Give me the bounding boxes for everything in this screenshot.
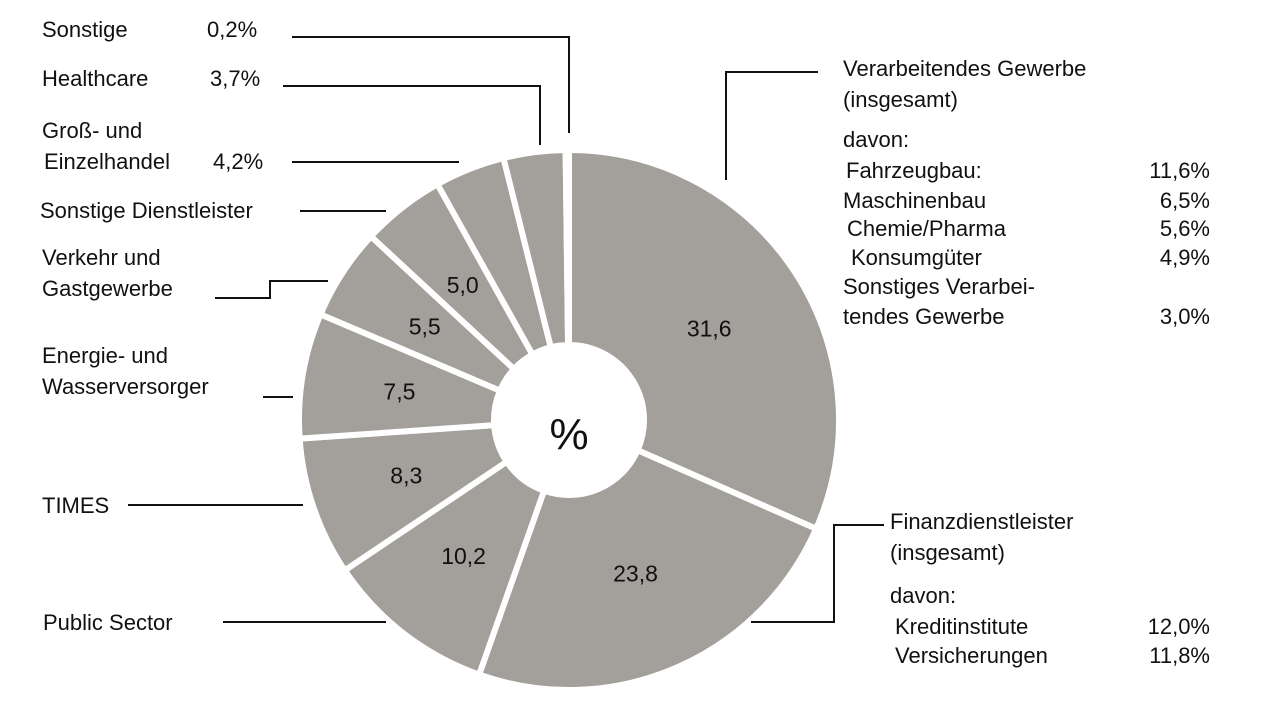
donut-slice — [562, 146, 572, 349]
annotation-healthcare-value: 3,7% — [210, 66, 260, 91]
donut-slice — [566, 147, 842, 532]
slice-value-label: 31,6 — [687, 316, 732, 342]
leader-line-verarbeitendes — [725, 71, 818, 180]
annotation-healthcare-label: Healthcare — [42, 66, 148, 91]
verarbeitendes-item-value: 5,6% — [1160, 216, 1210, 241]
annotation-finanz-davon: davon: — [890, 583, 956, 608]
annotation-times-label: TIMES — [42, 493, 109, 518]
annotation-dienstleister-label: Sonstige Dienstleister — [40, 198, 253, 223]
leader-line-finanz — [751, 524, 884, 623]
donut-slice — [476, 447, 820, 693]
finanz-item-value: 12,0% — [1148, 614, 1210, 639]
slice-value-label: 7,5 — [383, 379, 415, 405]
annotation-finanz: Finanzdienstleister (insgesamt) davon: K… — [890, 509, 1210, 668]
verarbeitendes-item-label: Konsumgüter — [851, 245, 982, 270]
verarbeitendes-item-value: 6,5% — [1160, 188, 1210, 213]
leader-line-verkehr — [215, 280, 328, 299]
finanz-item-label: Kreditinstitute — [895, 614, 1028, 639]
finanz-item-value: 11,8% — [1149, 643, 1210, 668]
annotation-verarbeitendes-davon: davon: — [843, 127, 909, 152]
slice-value-label: 8,3 — [390, 463, 422, 489]
slice-value-label: 5,0 — [447, 272, 479, 298]
annotation-verkehr-line2: Gastgewerbe — [42, 276, 173, 301]
annotation-handel-value: 4,2% — [213, 149, 263, 174]
verarbeitendes-item-label: Fahrzeugbau: — [846, 158, 982, 183]
annotation-verarbeitendes-line1: Verarbeitendes Gewerbe — [843, 56, 1086, 81]
annotation-verkehr-line1: Verkehr und — [42, 245, 161, 270]
annotation-public-label: Public Sector — [43, 610, 173, 635]
slice-value-label: 5,5 — [409, 314, 441, 340]
annotation-handel-line2: Einzelhandel — [44, 149, 170, 174]
verarbeitendes-item-value: 4,9% — [1160, 245, 1210, 270]
donut-slice — [296, 422, 510, 574]
annotation-sonstige-label: Sonstige — [42, 17, 128, 42]
annotation-handel-line1: Groß- und — [42, 118, 142, 143]
annotation-sonstige-value: 0,2% — [207, 17, 257, 42]
leader-line-healthcare — [283, 85, 541, 145]
finanz-item-label: Versicherungen — [895, 643, 1048, 668]
donut-slice — [296, 311, 503, 442]
slice-value-label: 10,2 — [441, 543, 486, 569]
verarbeitendes-item-value: 11,6% — [1149, 158, 1210, 183]
donut-slice — [341, 458, 548, 678]
annotation-energie-line1: Energie- und — [42, 343, 168, 368]
verarbeitendes-item-label: Chemie/Pharma — [847, 216, 1007, 241]
annotation-energie-line2: Wasserversorger — [42, 374, 209, 399]
annotation-verarbeitendes: Verarbeitendes Gewerbe (insgesamt) davon… — [843, 56, 1210, 329]
center-label: % — [549, 410, 588, 459]
verarbeitendes-item-label: Maschinenbau — [843, 188, 986, 213]
annotation-verarbeitendes-line2: (insgesamt) — [843, 87, 958, 112]
annotations-left: Sonstige 0,2% Healthcare 3,7% Groß- und … — [40, 17, 263, 635]
verarbeitendes-last-value: 3,0% — [1160, 304, 1210, 329]
slice-value-labels: 31,6 23,8 10,2 8,3 7,5 5,55,0 — [383, 272, 731, 587]
slice-value-label: 23,8 — [613, 561, 658, 587]
verarbeitendes-last-line2: tendes Gewerbe — [843, 304, 1004, 329]
donut-slices — [296, 146, 842, 693]
verarbeitendes-last-line1: Sonstiges Verarbei- — [843, 274, 1035, 299]
leader-line-sonstige — [292, 36, 570, 133]
leader-lines — [128, 36, 884, 623]
annotation-finanz-line2: (insgesamt) — [890, 540, 1005, 565]
annotation-finanz-line1: Finanzdienstleister — [890, 509, 1073, 534]
